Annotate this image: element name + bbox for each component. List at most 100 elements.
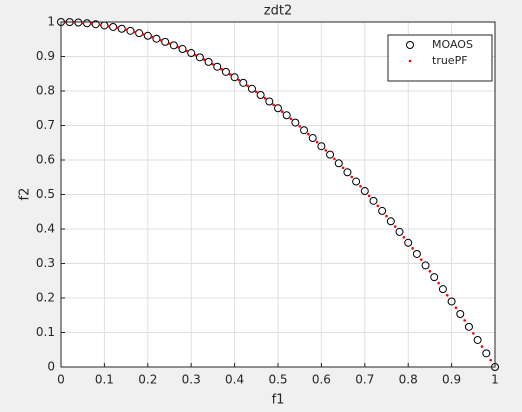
point: [178, 45, 187, 54]
point: [263, 96, 267, 100]
point: [135, 29, 144, 38]
point: [454, 306, 458, 309]
point: [291, 118, 300, 127]
x-tick-label: 1: [491, 373, 499, 387]
point: [150, 35, 154, 39]
point: [195, 53, 204, 62]
point: [159, 38, 163, 42]
point: [254, 90, 258, 94]
point: [152, 34, 161, 43]
x-tick-label: 0.3: [182, 373, 201, 387]
point: [300, 126, 309, 135]
point: [289, 117, 293, 121]
point: [447, 297, 456, 306]
legend-label: truePF: [432, 54, 468, 67]
x-tick-label: 0.9: [442, 373, 461, 387]
x-tick-label: 0.5: [268, 373, 287, 387]
point: [376, 204, 380, 208]
point: [161, 37, 170, 46]
y-tick-label: 0.2: [36, 291, 55, 305]
y-tick-label: 0.6: [36, 153, 55, 167]
point: [169, 41, 178, 50]
y-tick-label: 0.4: [36, 222, 55, 236]
point: [237, 78, 241, 82]
point: [274, 104, 282, 113]
point: [202, 58, 206, 61]
point: [230, 73, 239, 82]
y-tick-label: 0.7: [36, 118, 55, 132]
point: [187, 49, 196, 58]
chart-title: zdt2: [264, 4, 292, 19]
point: [463, 319, 466, 322]
legend-marker: [406, 41, 414, 49]
y-axis-label: f2: [18, 188, 33, 201]
point: [142, 33, 145, 36]
point: [213, 62, 222, 71]
point: [168, 42, 171, 45]
point: [211, 62, 215, 66]
point: [265, 97, 274, 106]
point: [438, 285, 447, 294]
point: [473, 335, 482, 344]
marks: [57, 18, 499, 371]
point: [124, 28, 128, 32]
point: [402, 236, 406, 239]
point: [395, 227, 404, 236]
y-tick-label: 0.3: [36, 256, 55, 270]
point: [421, 261, 430, 270]
point: [367, 194, 371, 198]
point: [404, 238, 413, 247]
point: [385, 214, 388, 218]
x-tick-label: 0.4: [225, 373, 244, 387]
point: [472, 332, 475, 335]
point: [90, 22, 93, 25]
point: [445, 293, 449, 297]
point: [272, 103, 275, 107]
point: [107, 24, 111, 28]
point: [194, 53, 197, 57]
point: [482, 349, 491, 358]
legend: MOAOS truePF: [387, 34, 493, 82]
y-tick-label: 0: [47, 360, 55, 374]
point: [126, 26, 135, 35]
point: [317, 142, 326, 151]
point: [412, 249, 421, 258]
point: [204, 57, 213, 66]
point: [298, 125, 302, 128]
point: [176, 45, 180, 49]
x-tick-label: 0.8: [399, 373, 418, 387]
point: [369, 196, 378, 205]
point: [333, 157, 336, 161]
point: [116, 26, 119, 30]
point: [411, 247, 414, 250]
x-tick-label: 0.2: [138, 373, 157, 387]
x-tick-label: 0.1: [95, 373, 114, 387]
y-tick-label: 0.8: [36, 84, 55, 98]
point: [430, 273, 439, 282]
point: [350, 175, 354, 179]
point: [282, 111, 291, 120]
legend-label: MOAOS: [432, 38, 473, 51]
point: [393, 225, 397, 228]
point: [456, 310, 465, 319]
point: [437, 281, 440, 285]
point: [256, 91, 265, 100]
legend-box: [387, 34, 493, 82]
point: [133, 30, 137, 34]
point: [185, 49, 189, 53]
point: [352, 177, 361, 186]
x-tick-label: 0.6: [312, 373, 331, 387]
point: [359, 184, 362, 188]
point: [143, 31, 152, 40]
point: [247, 84, 256, 93]
point: [360, 187, 369, 196]
point: [239, 78, 248, 87]
point: [324, 149, 328, 152]
x-axis-label: f1: [272, 393, 285, 408]
y-tick-label: 0.5: [36, 187, 55, 201]
point: [341, 166, 345, 170]
point: [343, 168, 352, 177]
point: [489, 358, 492, 362]
point: [98, 23, 102, 27]
